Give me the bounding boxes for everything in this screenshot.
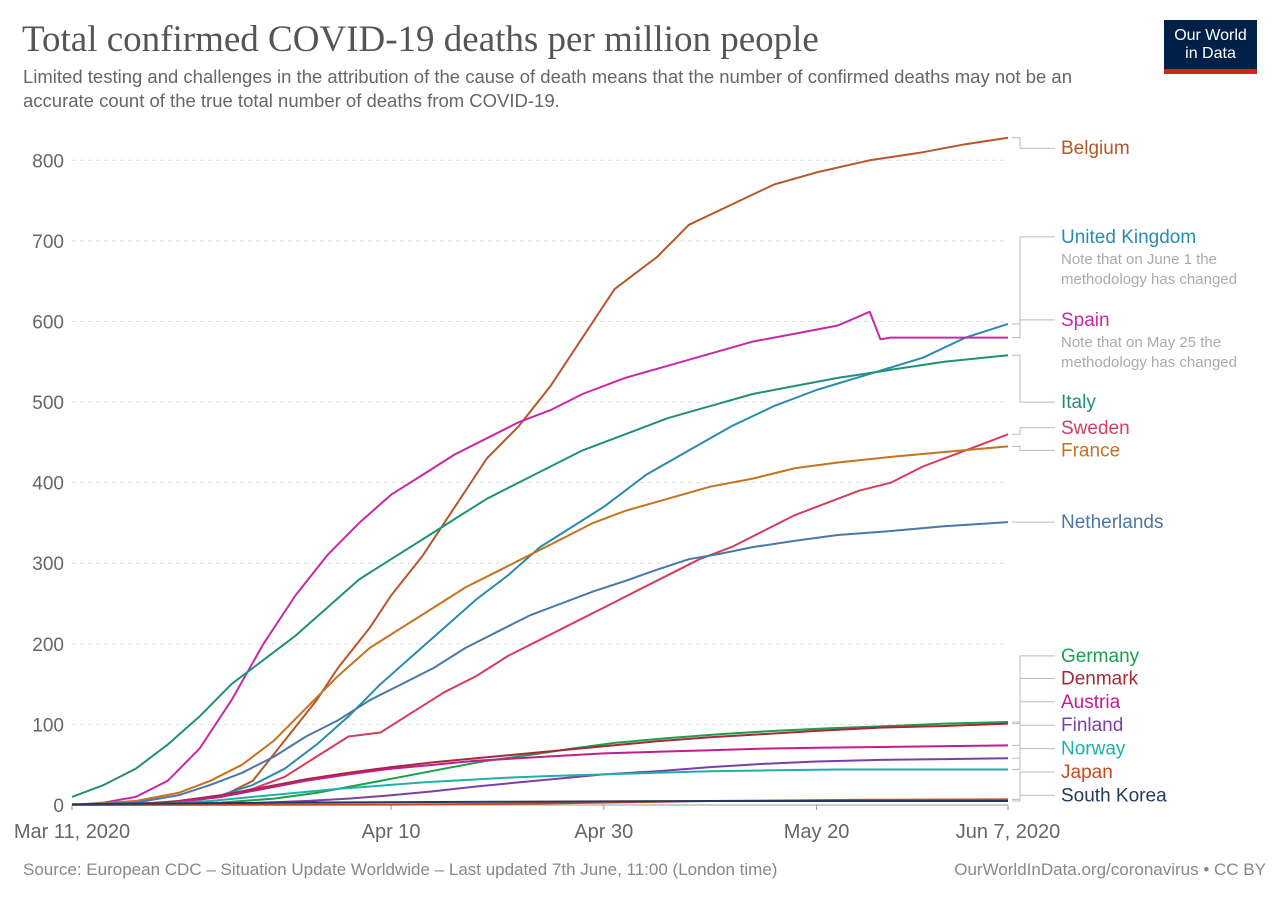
y-tick-label-0: 0: [53, 796, 64, 817]
y-tick-label-500: 500: [32, 393, 64, 414]
connector-italy: [1012, 354, 1055, 403]
connector-south-korea: [1012, 794, 1055, 802]
x-tick-label-1: Apr 10: [362, 821, 421, 843]
axes: 0 100 200 300 400 500 600 700 800 Mar 11, 2020 Apr…: [14, 151, 1060, 843]
connector-denmark: [1012, 678, 1055, 725]
series-line-belgium: [71, 136, 1009, 806]
credit-link[interactable]: OurWorldInData.org/coronavirus • CC BY: [954, 860, 1266, 879]
x-tick-label-3: May 20: [784, 821, 850, 843]
series-label-italy: Italy: [1061, 392, 1096, 413]
x-tick-label-4: Jun 7, 2020: [956, 821, 1061, 843]
series-line-sweden: [71, 433, 1009, 806]
series-line-france: [71, 445, 1009, 806]
series-labels: Belgium United Kingdom Note that on June 1…: [1012, 137, 1237, 806]
series-label-spain: Spain: [1061, 310, 1110, 331]
logo-line-1: Our World: [1174, 27, 1247, 44]
series-label-south-korea: South Korea: [1061, 785, 1167, 806]
y-tick-label-700: 700: [32, 232, 64, 253]
series-line-norway: [71, 768, 1008, 806]
y-tick-label-200: 200: [32, 635, 64, 656]
logo-line-2: in Data: [1185, 45, 1236, 62]
series-line-finland: [71, 757, 1009, 806]
y-tick-label-800: 800: [32, 151, 64, 172]
series-label-belgium: Belgium: [1061, 138, 1130, 159]
series-label-denmark: Denmark: [1061, 668, 1139, 689]
connector-germany: [1012, 655, 1055, 723]
connector-japan: [1012, 771, 1055, 800]
y-tick-label-300: 300: [32, 554, 64, 575]
connector-norway: [1012, 748, 1055, 770]
connector-united-kingdom: [1012, 236, 1055, 325]
y-tick-label-400: 400: [32, 474, 64, 495]
series-line-netherlands: [71, 521, 1009, 806]
connector-belgium: [1012, 137, 1055, 149]
series-label-austria: Austria: [1061, 692, 1121, 713]
chart-subtitle: Limited testing and challenges in the at…: [23, 66, 1072, 111]
connector-austria: [1012, 701, 1055, 746]
series-label-japan: Japan: [1061, 762, 1113, 783]
y-tick-label-100: 100: [32, 715, 64, 736]
connector-france: [1012, 445, 1055, 451]
y-tick-label-600: 600: [32, 312, 64, 333]
chart-title: Total confirmed COVID-19 deaths per mill…: [22, 19, 819, 60]
series-lines: [71, 136, 1009, 806]
series-line-south-korea: [71, 800, 1008, 806]
x-tick-label-0: Mar 11, 2020: [14, 821, 130, 843]
series-label-netherlands: Netherlands: [1061, 512, 1163, 533]
gridlines: [72, 159, 1008, 725]
connector-sweden: [1012, 427, 1055, 435]
series-line-united-kingdom: [71, 322, 1009, 806]
series-label-france: France: [1061, 440, 1120, 461]
series-note-spain: Note that on May 25 the methodology has c…: [1061, 334, 1237, 371]
series-label-sweden: Sweden: [1061, 418, 1130, 439]
connector-spain: [1012, 319, 1055, 339]
series-line-austria: [71, 744, 1009, 806]
series-line-spain: [71, 310, 1008, 806]
series-label-norway: Norway: [1061, 739, 1126, 760]
series-note-united-kingdom: Note that on June 1 the methodology has c…: [1061, 251, 1237, 288]
series-label-united-kingdom: United Kingdom: [1061, 227, 1196, 248]
series-label-finland: Finland: [1061, 715, 1123, 736]
source-note: Source: European CDC – Situation Update …: [23, 860, 778, 879]
series-line-germany: [71, 721, 1009, 806]
series-line-denmark: [71, 722, 1009, 806]
connector-finland: [1012, 724, 1055, 759]
owid-logo[interactable]: Our World in Data: [1164, 20, 1257, 74]
series-label-germany: Germany: [1061, 646, 1140, 667]
series-line-italy: [71, 354, 1009, 798]
x-tick-label-2: Apr 30: [574, 821, 633, 843]
